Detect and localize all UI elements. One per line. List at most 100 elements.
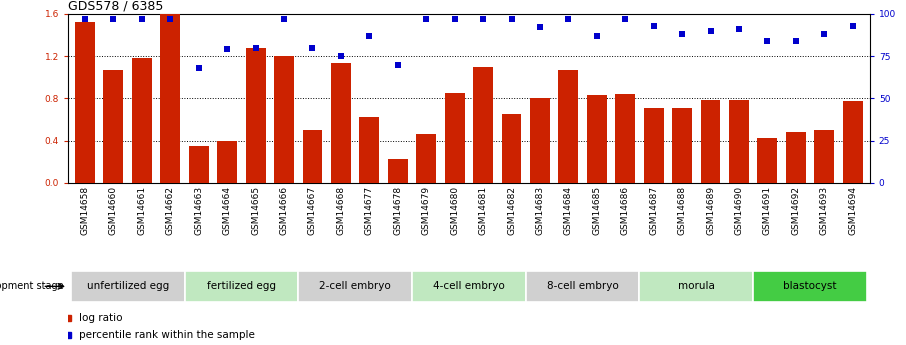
Bar: [502, 114, 522, 183]
Point: [248, 45, 263, 50]
Bar: [298, 271, 412, 302]
Text: GSM14662: GSM14662: [166, 186, 175, 235]
Text: GSM14685: GSM14685: [593, 186, 602, 235]
Text: GSM14681: GSM14681: [478, 186, 487, 235]
Point: [390, 62, 405, 67]
Point: [362, 33, 377, 39]
Text: fertilized egg: fertilized egg: [207, 282, 276, 291]
Point: [476, 16, 490, 22]
Text: GSM14693: GSM14693: [820, 186, 829, 235]
Bar: [615, 94, 635, 183]
Text: GSM14665: GSM14665: [251, 186, 260, 235]
Text: GSM14658: GSM14658: [81, 186, 90, 235]
Point: [732, 26, 747, 32]
Bar: [700, 100, 720, 183]
Text: GSM14691: GSM14691: [763, 186, 772, 235]
Text: GSM14660: GSM14660: [109, 186, 118, 235]
Point: [277, 16, 292, 22]
Bar: [445, 93, 465, 183]
Bar: [71, 271, 185, 302]
Point: [220, 47, 235, 52]
Bar: [640, 271, 753, 302]
Point: [533, 24, 547, 30]
Text: GSM14683: GSM14683: [535, 186, 545, 235]
Point: [419, 16, 433, 22]
Point: [163, 16, 178, 22]
Bar: [644, 108, 663, 183]
Text: GSM14677: GSM14677: [365, 186, 374, 235]
Text: GSM14688: GSM14688: [678, 186, 687, 235]
Bar: [843, 101, 863, 183]
Bar: [672, 108, 692, 183]
Text: 2-cell embryo: 2-cell embryo: [319, 282, 391, 291]
Text: unfertilized egg: unfertilized egg: [87, 282, 169, 291]
Bar: [132, 58, 152, 183]
Text: GSM14687: GSM14687: [650, 186, 658, 235]
Text: GSM14663: GSM14663: [194, 186, 203, 235]
Bar: [246, 48, 265, 183]
Bar: [530, 98, 550, 183]
Point: [561, 16, 575, 22]
Bar: [188, 146, 208, 183]
Bar: [587, 95, 607, 183]
Bar: [753, 271, 867, 302]
Bar: [558, 70, 578, 183]
Bar: [360, 117, 380, 183]
Bar: [217, 141, 237, 183]
Text: log ratio: log ratio: [79, 313, 122, 323]
Bar: [388, 159, 408, 183]
Text: GSM14680: GSM14680: [450, 186, 459, 235]
Bar: [786, 132, 805, 183]
Bar: [412, 271, 525, 302]
Text: GSM14664: GSM14664: [223, 186, 232, 235]
Text: morula: morula: [678, 282, 715, 291]
Point: [675, 31, 689, 37]
Point: [788, 38, 803, 43]
Point: [646, 23, 660, 28]
Point: [703, 28, 718, 33]
Point: [135, 16, 149, 22]
Text: development stage: development stage: [0, 282, 63, 291]
Point: [760, 38, 775, 43]
Point: [305, 45, 320, 50]
Point: [505, 16, 519, 22]
Bar: [103, 70, 123, 183]
Bar: [525, 271, 640, 302]
Bar: [814, 130, 834, 183]
Point: [845, 23, 860, 28]
Text: GSM14684: GSM14684: [564, 186, 573, 235]
Text: blastocyst: blastocyst: [784, 282, 837, 291]
Point: [333, 53, 348, 59]
Text: GSM14686: GSM14686: [621, 186, 630, 235]
Text: GSM14668: GSM14668: [336, 186, 345, 235]
Point: [590, 33, 604, 39]
Text: 8-cell embryo: 8-cell embryo: [546, 282, 619, 291]
Bar: [473, 67, 493, 183]
Bar: [416, 134, 436, 183]
Text: GSM14690: GSM14690: [735, 186, 744, 235]
Text: percentile rank within the sample: percentile rank within the sample: [79, 331, 255, 340]
Text: GSM14679: GSM14679: [421, 186, 430, 235]
Text: GSM14694: GSM14694: [848, 186, 857, 235]
Point: [618, 16, 632, 22]
Bar: [275, 56, 294, 183]
Point: [817, 31, 832, 37]
Bar: [729, 100, 749, 183]
Point: [448, 16, 462, 22]
Bar: [185, 271, 298, 302]
Bar: [757, 138, 777, 183]
Text: GSM14689: GSM14689: [706, 186, 715, 235]
Point: [191, 65, 206, 71]
Text: GSM14661: GSM14661: [138, 186, 147, 235]
Text: GSM14692: GSM14692: [791, 186, 800, 235]
Text: GSM14682: GSM14682: [507, 186, 516, 235]
Bar: [303, 130, 323, 183]
Bar: [160, 14, 180, 183]
Bar: [331, 63, 351, 183]
Point: [106, 16, 120, 22]
Bar: [75, 22, 95, 183]
Text: 4-cell embryo: 4-cell embryo: [433, 282, 505, 291]
Text: GSM14667: GSM14667: [308, 186, 317, 235]
Text: GSM14678: GSM14678: [393, 186, 402, 235]
Text: GDS578 / 6385: GDS578 / 6385: [68, 0, 163, 13]
